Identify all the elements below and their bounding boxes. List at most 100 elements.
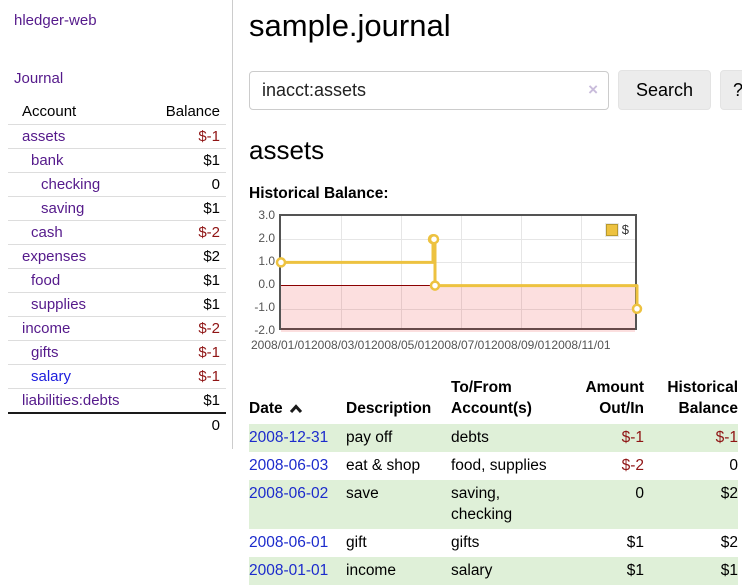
transaction-description: gift [346,534,367,551]
x-axis-tick: 2008/09/01 [490,338,552,352]
search-form: × Search ? [249,70,742,110]
x-axis-tick: 2008/05/01 [370,338,432,352]
y-axis-tick: -2.0 [254,323,275,337]
transaction-amount: $-2 [621,457,644,474]
account-balance: $1 [148,195,226,220]
help-button[interactable]: ? [720,70,742,110]
account-row: assets $-1 [8,123,226,148]
accounts-header-row: Account Balance [8,100,226,124]
account-balance: $1 [148,291,226,316]
legend-swatch [605,223,618,236]
transaction-accounts: salary [451,562,493,579]
account-balance: $1 [148,147,226,172]
transaction-date-link[interactable]: 2008-12-31 [249,429,329,446]
account-link-cash[interactable]: cash [31,223,63,241]
register-row[interactable]: 2008-06-02 save saving, checking 0 $2 [249,480,738,529]
transaction-amount: 0 [635,485,644,502]
account-link-gifts[interactable]: gifts [31,343,59,361]
account-balance: $1 [148,387,226,413]
transaction-amount: $1 [626,562,644,579]
account-link-salary[interactable]: salary [31,367,72,385]
chart-title: Historical Balance: [249,185,389,202]
account-row: liabilities:debts $1 [8,387,226,413]
account-link-supplies[interactable]: supplies [31,295,87,313]
sidebar-item-journal[interactable]: Journal [14,70,64,87]
register-row[interactable]: 2008-01-01 income salary $1 $1 [249,557,738,585]
chart-plot-area: $ [275,214,643,332]
account-row: income $-2 [8,315,226,340]
transaction-balance: $1 [720,562,738,579]
account-link-bank[interactable]: bank [31,151,64,169]
main-content: sample.journal × Search ? assets Histori… [233,0,742,585]
account-link-checking[interactable]: checking [41,175,101,193]
transaction-balance: $-1 [715,429,738,446]
register-row[interactable]: 2008-12-31 pay off debts $-1 $-1 [249,424,738,452]
search-button[interactable]: Search [618,70,712,110]
balance-series-line [275,233,643,315]
gridline [581,216,582,328]
accounts-table: Account Balance assets $-1 bank $1 check… [8,100,226,437]
data-point [631,303,643,315]
date-header-label: Date [249,400,283,417]
account-row: food $1 [8,267,226,292]
transaction-amount: $-1 [621,429,644,446]
x-axis-tick: 2008/03/01 [310,338,372,352]
account-link-assets[interactable]: assets [22,127,66,145]
account-link-income[interactable]: income [22,319,71,337]
column-header-date[interactable]: Date [249,375,346,424]
data-point [275,257,287,268]
account-balance: $-1 [148,339,226,364]
y-axis-tick: 1.0 [258,254,275,268]
accounts-header-balance: Balance [165,103,220,121]
transaction-balance: 0 [729,457,738,474]
account-row: cash $-2 [8,219,226,244]
account-link-saving[interactable]: saving [41,199,85,217]
register-table: Date Description To/From Account(s) Amou… [249,375,738,585]
transaction-date-link[interactable]: 2008-01-01 [249,562,329,579]
account-link-food[interactable]: food [31,271,61,289]
transaction-accounts: saving, checking [451,485,513,523]
column-header-accounts: To/From Account(s) [451,379,532,417]
x-axis-tick: 2008/11/01 [551,338,611,352]
account-row: checking 0 [8,171,226,196]
register-header-row: Date Description To/From Account(s) Amou… [249,375,738,424]
transaction-date-link[interactable]: 2008-06-02 [249,485,329,502]
transaction-balance: $2 [720,534,738,551]
clear-search-icon[interactable]: × [588,79,598,99]
y-axis-tick: 3.0 [258,208,275,222]
transaction-description: income [346,562,396,579]
accounts-header-account: Account [22,103,77,121]
page-title: sample.journal [249,8,451,43]
register-row[interactable]: 2008-06-03 eat & shop food, supplies $-2… [249,452,738,480]
account-row: expenses $2 [8,243,226,268]
app-title-link[interactable]: hledger-web [14,12,97,29]
transaction-date-link[interactable]: 2008-06-03 [249,457,329,474]
account-heading: assets [249,135,325,165]
account-balance: $-2 [148,315,226,340]
account-row: saving $1 [8,195,226,220]
data-point [429,280,441,291]
account-balance: $-1 [148,123,226,148]
search-input[interactable] [249,70,609,110]
account-row: bank $1 [8,147,226,172]
negative-balance-region [281,286,635,332]
gridline [281,262,635,263]
account-link-liabilities-debts[interactable]: liabilities:debts [22,391,120,409]
y-axis-tick: 0.0 [258,277,275,291]
transaction-accounts: food, supplies [451,457,547,474]
transaction-description: save [346,485,379,502]
sort-ascending-icon [289,404,302,414]
chart-legend: $ [603,221,631,238]
register-row[interactable]: 2008-06-01 gift gifts $1 $2 [249,529,738,557]
transaction-date-link[interactable]: 2008-06-01 [249,534,329,551]
gridline [341,216,342,328]
data-point [428,233,440,245]
account-row: supplies $1 [8,291,226,316]
gridline [281,239,635,240]
account-balance: $2 [148,243,226,268]
column-header-amount: Amount Out/In [585,379,644,417]
transaction-balance: $2 [720,485,738,502]
account-balance: $-1 [148,363,226,388]
account-link-expenses[interactable]: expenses [22,247,87,265]
